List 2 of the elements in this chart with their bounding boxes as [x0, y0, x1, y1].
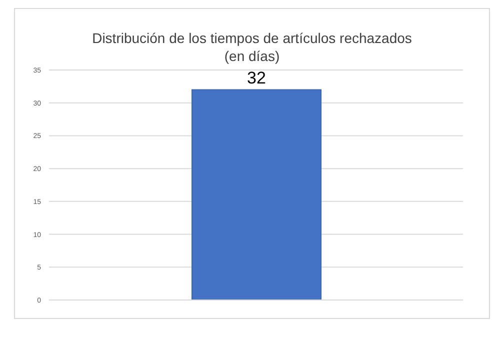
chart-title: Distribución de los tiempos de artículos rechazados (en días) [91, 29, 413, 65]
data-label: 32 [247, 68, 266, 88]
